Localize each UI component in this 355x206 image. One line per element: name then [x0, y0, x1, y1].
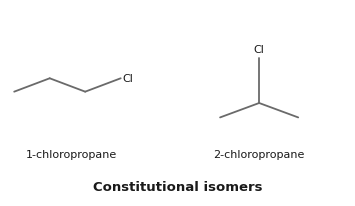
- Text: Cl: Cl: [122, 74, 133, 84]
- Text: 2-chloropropane: 2-chloropropane: [213, 150, 305, 159]
- Text: Cl: Cl: [253, 44, 264, 55]
- Text: 1-chloropropane: 1-chloropropane: [25, 150, 117, 159]
- Text: Constitutional isomers: Constitutional isomers: [93, 181, 262, 194]
